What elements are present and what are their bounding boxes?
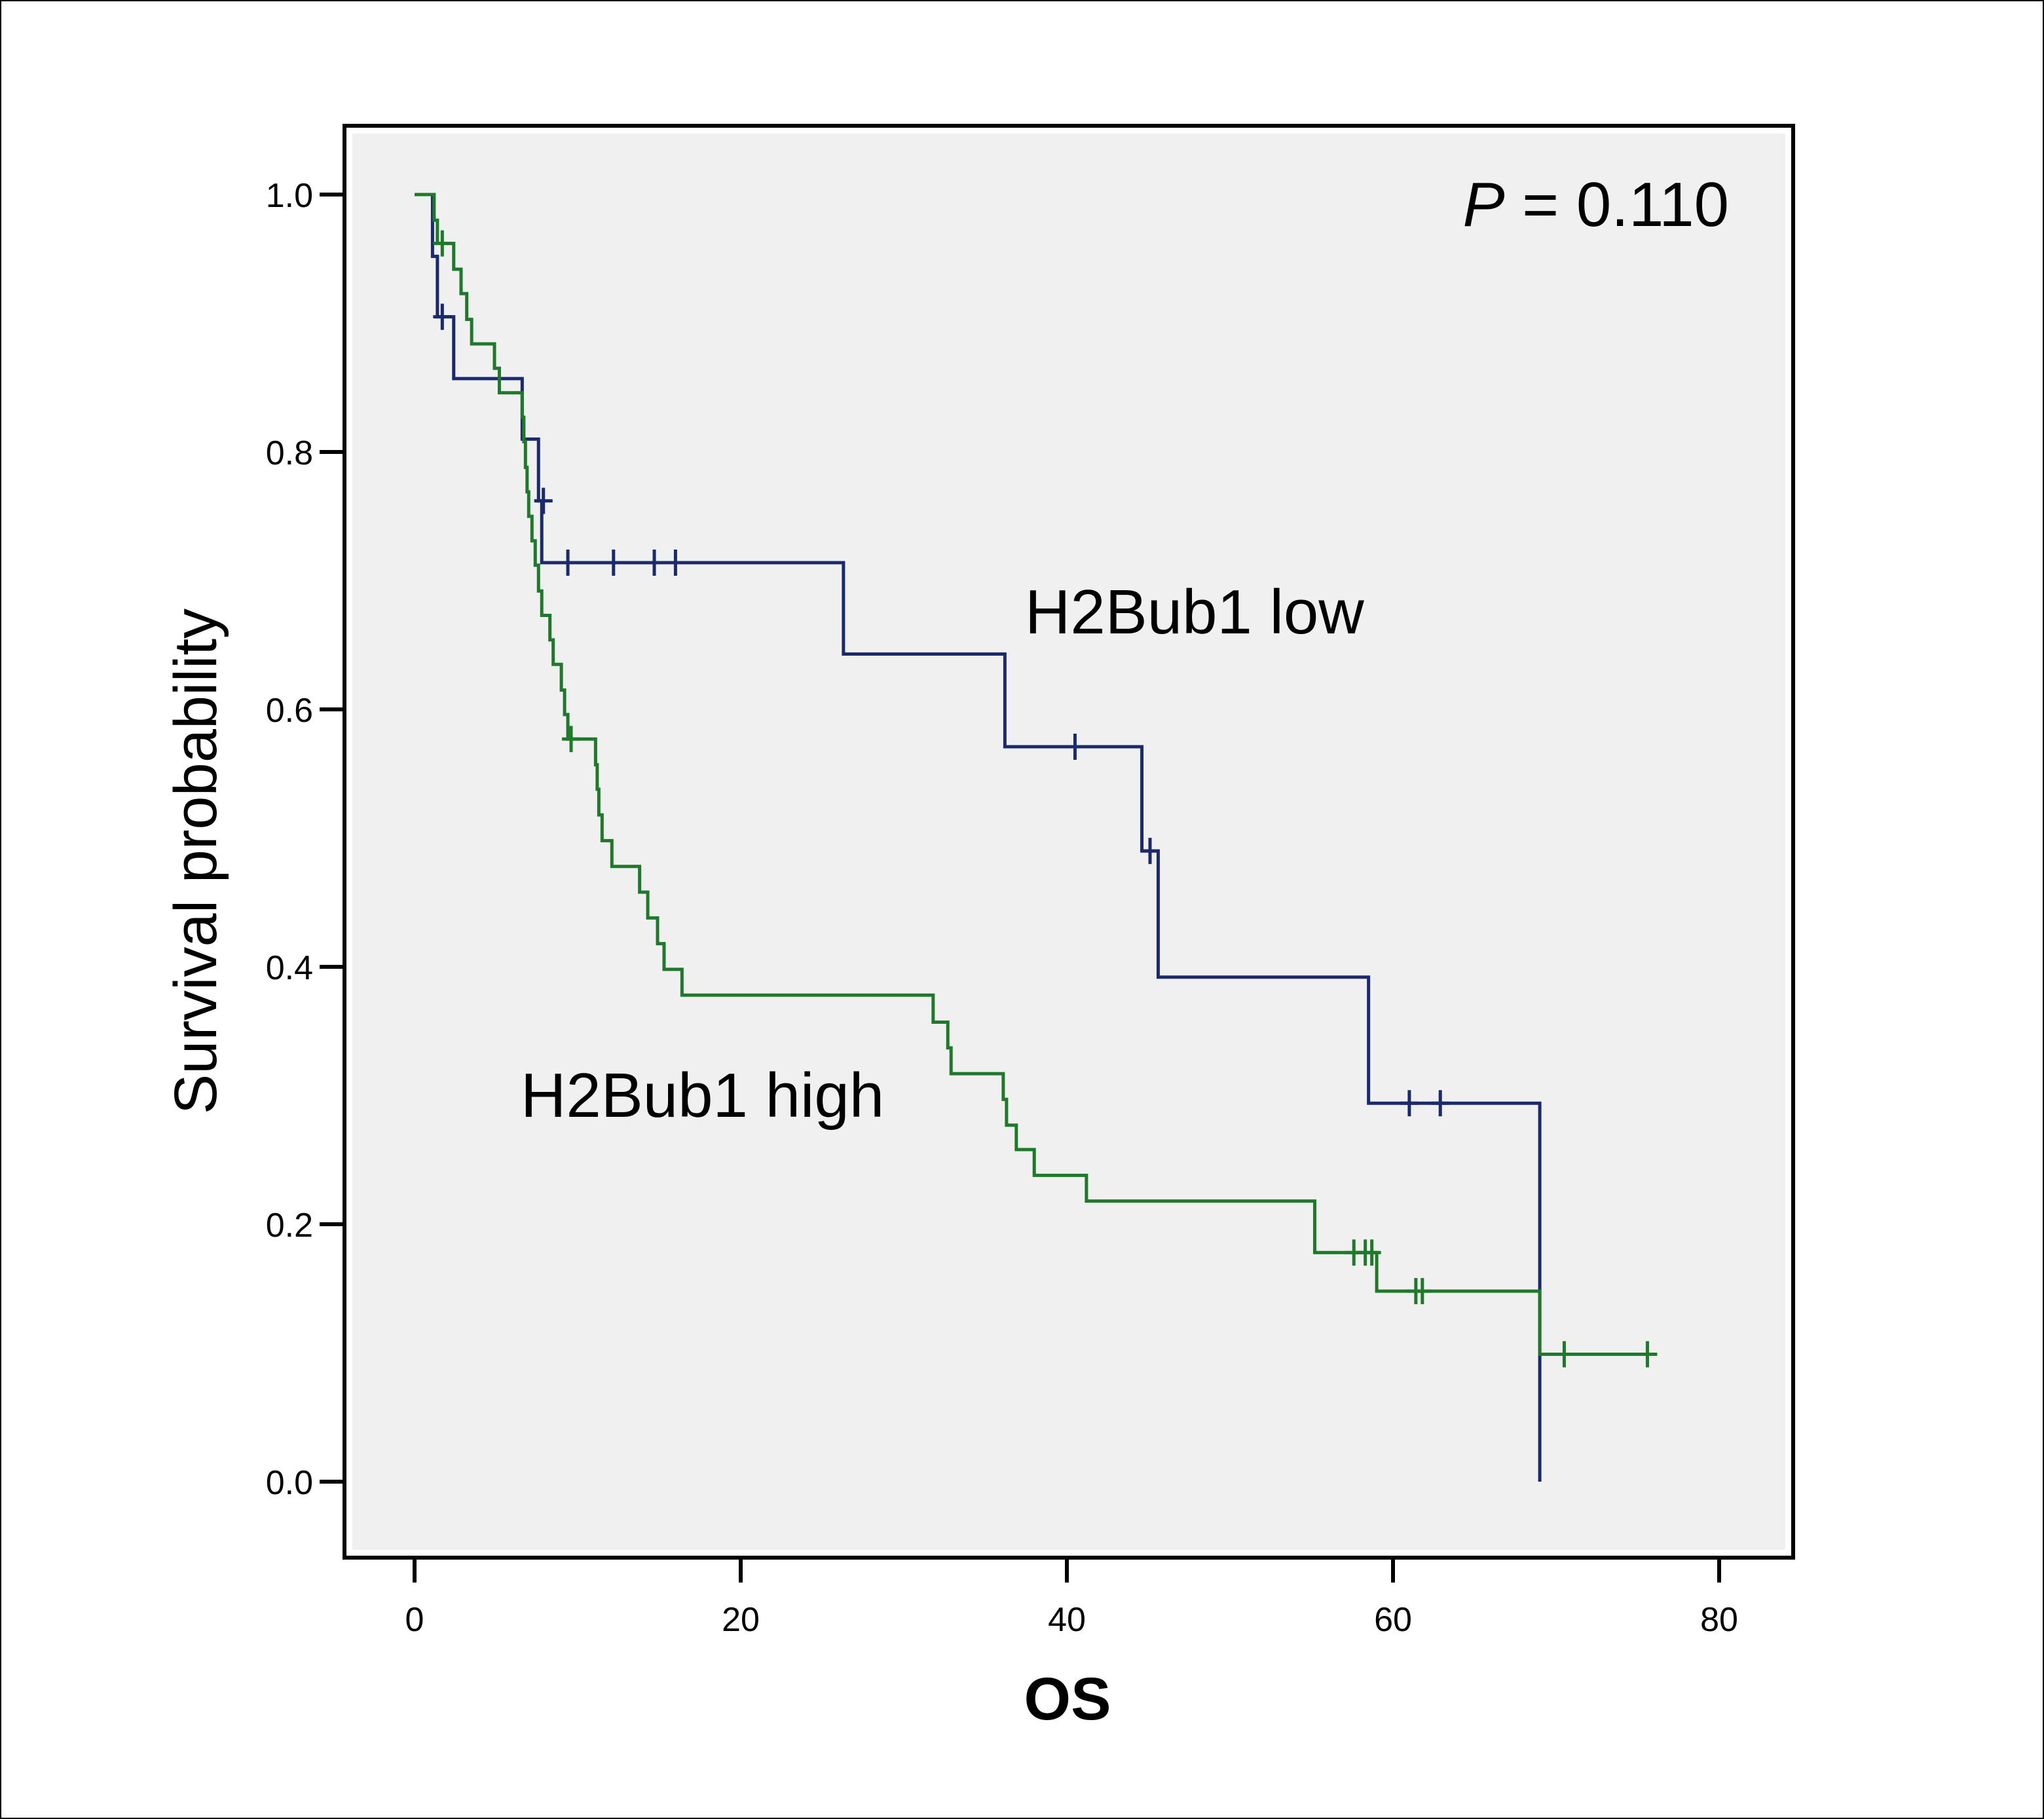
y-tick-label: 0.8 bbox=[266, 434, 313, 472]
y-tick-label: 0.2 bbox=[266, 1207, 313, 1245]
x-axis: 0 20 40 60 80 bbox=[405, 1558, 1738, 1639]
censor-mark bbox=[433, 230, 452, 257]
x-tick-label: 0 bbox=[405, 1601, 424, 1639]
censor-mark bbox=[666, 549, 685, 576]
p-symbol: P bbox=[1462, 170, 1504, 240]
censor-mark bbox=[433, 303, 452, 330]
censor-mark bbox=[645, 549, 664, 576]
y-tick-label: 0.4 bbox=[266, 949, 313, 987]
x-tick-label: 60 bbox=[1374, 1601, 1412, 1639]
survival-curve-line bbox=[415, 193, 1658, 1356]
y-tick-label: 0.0 bbox=[266, 1464, 313, 1502]
p-value-annotation: P = 0.110 bbox=[1462, 170, 1729, 240]
censor-mark bbox=[534, 487, 553, 514]
censor-mark bbox=[1066, 733, 1085, 760]
series-low bbox=[415, 193, 1542, 1482]
censor-mark bbox=[1362, 1239, 1381, 1266]
series-label-high: H2Bub1 high bbox=[521, 1060, 884, 1131]
y-tick-label: 0.6 bbox=[266, 692, 313, 730]
plot-background bbox=[352, 134, 1785, 1550]
censor-mark bbox=[1413, 1278, 1432, 1305]
x-tick-label: 40 bbox=[1048, 1601, 1086, 1639]
censor-mark bbox=[1431, 1090, 1450, 1117]
series-label-low: H2Bub1 low bbox=[1025, 577, 1364, 647]
y-tick-label: 1.0 bbox=[266, 177, 313, 215]
x-tick-label: 20 bbox=[722, 1601, 760, 1639]
censor-mark bbox=[1140, 838, 1159, 865]
x-tick-label: 80 bbox=[1700, 1601, 1738, 1639]
y-axis: 0.0 0.2 0.4 0.6 0.8 1.0 bbox=[266, 177, 344, 1502]
censor-mark bbox=[1400, 1090, 1419, 1117]
censor-mark bbox=[1555, 1341, 1574, 1368]
survival-curves bbox=[415, 193, 1658, 1482]
censor-mark bbox=[559, 549, 578, 576]
series-high bbox=[415, 193, 1658, 1368]
y-axis-title: Survival probability bbox=[162, 609, 229, 1114]
p-value-text: = 0.110 bbox=[1504, 170, 1729, 240]
censor-mark bbox=[562, 726, 581, 753]
x-axis-title: OS bbox=[1024, 1666, 1111, 1733]
censor-mark bbox=[1638, 1341, 1657, 1368]
censor-mark bbox=[604, 549, 623, 576]
